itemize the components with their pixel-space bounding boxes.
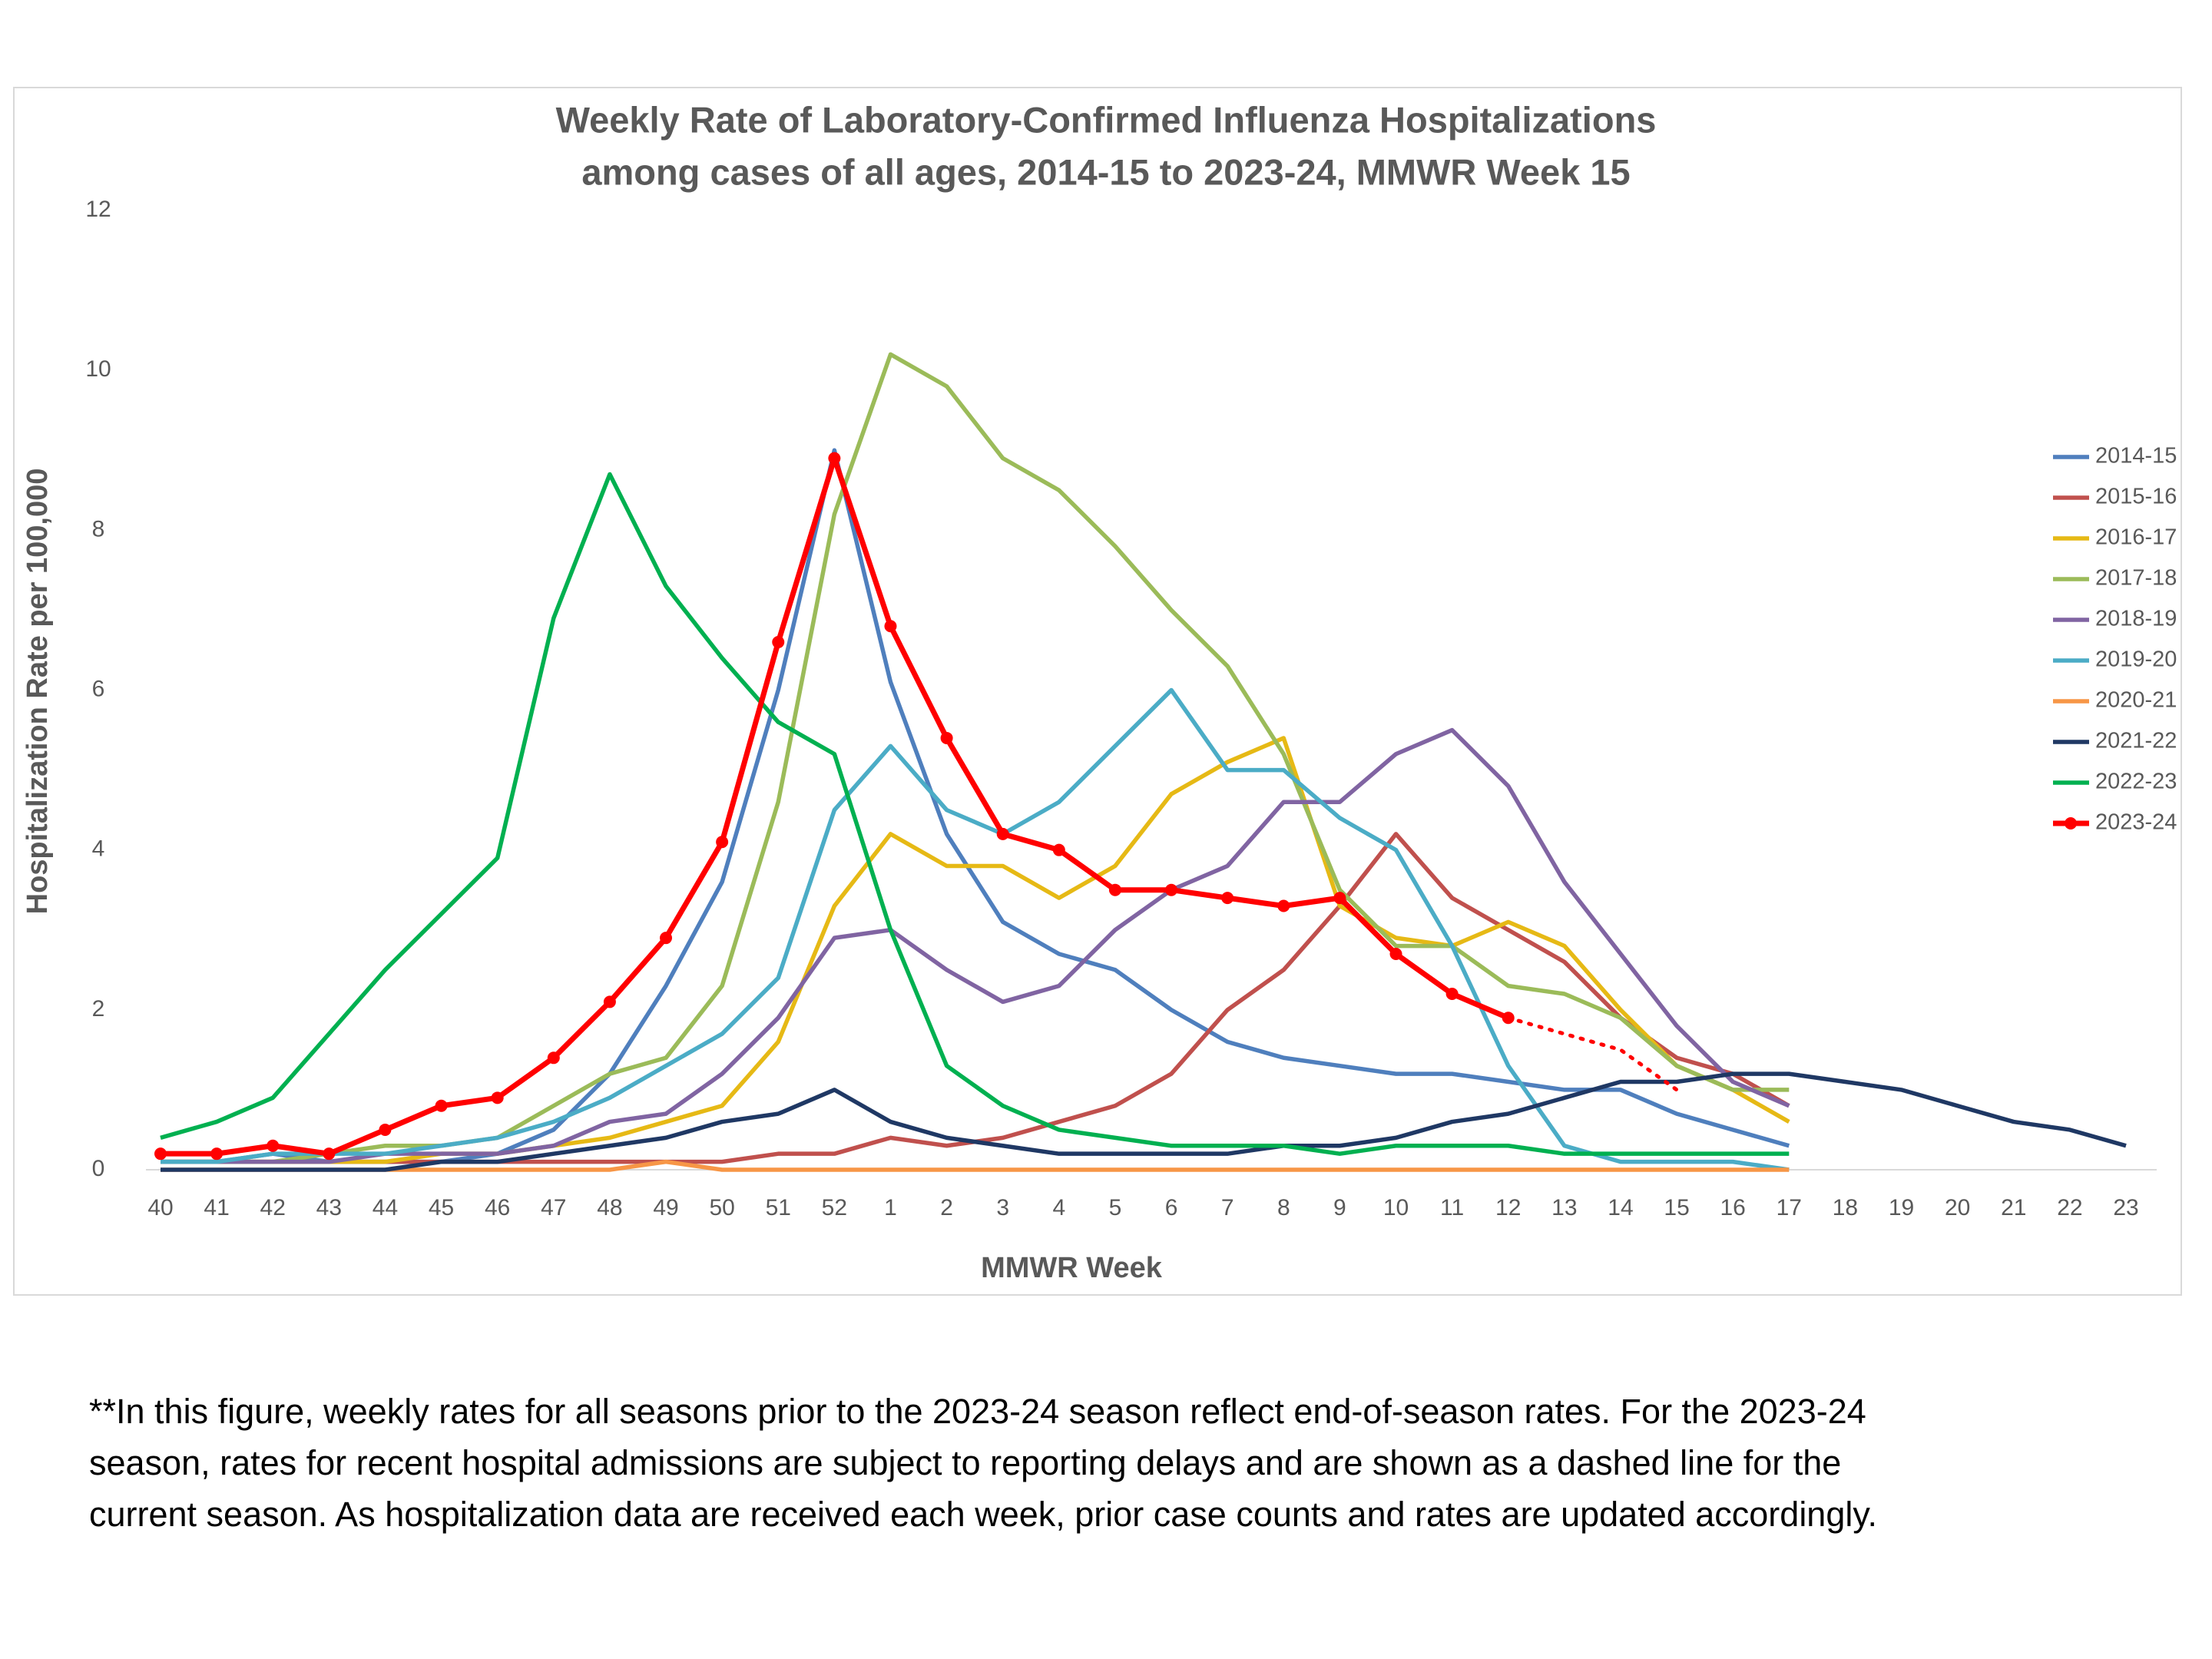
legend-label: 2018-19 (2095, 607, 2177, 631)
line (161, 687, 1790, 1172)
x-tick-label: 15 (1664, 1195, 1689, 1220)
legend-label: 2020-21 (2095, 688, 2177, 713)
legend-label: 2014-15 (2095, 444, 2177, 469)
x-tick-label: 4 (1052, 1195, 1065, 1220)
x-tick-label: 20 (1945, 1195, 1970, 1220)
chart-title: among cases of all ages, 2014-15 to 2023… (581, 151, 1630, 192)
marker (1108, 883, 1121, 896)
x-tick-label: 42 (260, 1195, 286, 1220)
x-tick-label: 45 (429, 1195, 454, 1220)
x-tick-label: 52 (822, 1195, 847, 1220)
line (160, 472, 1790, 1156)
legend-label: 2019-20 (2095, 647, 2177, 672)
marker (884, 620, 897, 633)
x-tick-label: 47 (541, 1195, 566, 1220)
marker (1277, 899, 1290, 912)
x-tick-label: 9 (1333, 1195, 1346, 1220)
marker (1445, 988, 1459, 1001)
y-tick-label: 12 (85, 197, 111, 222)
marker (1333, 892, 1346, 905)
legend-marker (2065, 817, 2077, 830)
marker (828, 452, 841, 465)
marker (1502, 1012, 1515, 1025)
chart-title: Weekly Rate of Laboratory-Confirmed Infl… (556, 99, 1657, 140)
line (161, 727, 1790, 1164)
marker (379, 1123, 392, 1136)
x-tick-label: 7 (1221, 1195, 1234, 1220)
legend-label: 2016-17 (2095, 525, 2177, 550)
marker (716, 836, 729, 849)
x-tick-label: 22 (2057, 1195, 2082, 1220)
marker (996, 827, 1009, 840)
marker (267, 1139, 280, 1152)
y-tick-label: 6 (92, 676, 105, 701)
footnote: current season. As hospitalization data … (89, 1495, 1877, 1534)
x-tick-label: 8 (1277, 1195, 1290, 1220)
legend-label: 2023-24 (2095, 810, 2177, 835)
x-tick-label: 18 (1833, 1195, 1858, 1220)
x-tick-label: 5 (1109, 1195, 1122, 1220)
x-tick-label: 1 (884, 1195, 897, 1220)
x-tick-label: 14 (1608, 1195, 1633, 1220)
y-tick-label: 4 (92, 836, 105, 862)
marker (1165, 883, 1178, 896)
legend-label: 2021-22 (2095, 729, 2177, 753)
y-tick-label: 0 (92, 1156, 105, 1181)
x-tick-label: 2 (940, 1195, 953, 1220)
chart-frame (13, 87, 2182, 1296)
legend-label: 2015-16 (2095, 485, 2177, 509)
x-tick-label: 44 (373, 1195, 398, 1220)
marker (1389, 947, 1402, 960)
x-tick-label: 10 (1383, 1195, 1409, 1220)
x-tick-label: 19 (1889, 1195, 1914, 1220)
x-tick-label: 41 (204, 1195, 229, 1220)
x-tick-label: 23 (2113, 1195, 2138, 1220)
marker (154, 1147, 167, 1161)
marker (1052, 843, 1065, 856)
line (161, 1071, 2127, 1172)
legend-label: 2017-18 (2095, 566, 2177, 591)
marker (1221, 892, 1234, 905)
footnote: season, rates for recent hospital admiss… (89, 1443, 1841, 1482)
y-axis-title: Hospitalization Rate per 100,000 (22, 469, 54, 915)
marker (772, 636, 785, 649)
x-tick-label: 21 (2001, 1195, 2026, 1220)
x-tick-label: 43 (316, 1195, 342, 1220)
y-tick-label: 8 (92, 516, 105, 541)
marker (603, 995, 616, 1008)
x-tick-label: 16 (1720, 1195, 1746, 1220)
marker (660, 932, 673, 945)
marker (491, 1091, 504, 1104)
x-tick-label: 40 (147, 1195, 173, 1220)
y-tick-label: 10 (85, 356, 111, 382)
x-tick-label: 48 (597, 1195, 622, 1220)
x-tick-label: 49 (653, 1195, 678, 1220)
y-tick-label: 2 (92, 996, 105, 1022)
x-tick-label: 46 (485, 1195, 510, 1220)
marker (210, 1147, 224, 1161)
x-tick-label: 6 (1165, 1195, 1178, 1220)
legend-label: 2022-23 (2095, 770, 2177, 794)
marker (323, 1147, 336, 1161)
marker (940, 731, 953, 744)
x-tick-label: 12 (1495, 1195, 1521, 1220)
x-tick-label: 13 (1551, 1195, 1577, 1220)
x-tick-label: 3 (996, 1195, 1009, 1220)
footnote: **In this figure, weekly rates for all s… (89, 1392, 1866, 1431)
dashed-line (1506, 1015, 1679, 1092)
x-tick-label: 17 (1777, 1195, 1802, 1220)
marker (435, 1099, 448, 1112)
x-tick-label: 11 (1440, 1195, 1464, 1220)
line (161, 1159, 1790, 1172)
marker (547, 1051, 560, 1065)
x-tick-label: 51 (766, 1195, 791, 1220)
x-tick-label: 50 (709, 1195, 734, 1220)
x-axis-title: MMWR Week (981, 1252, 1163, 1284)
